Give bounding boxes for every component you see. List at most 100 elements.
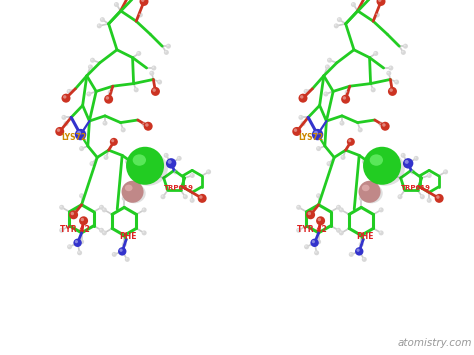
- Circle shape: [166, 44, 171, 49]
- Circle shape: [359, 196, 364, 201]
- Circle shape: [99, 228, 104, 233]
- Circle shape: [62, 94, 71, 103]
- Circle shape: [151, 87, 160, 96]
- Circle shape: [312, 240, 315, 243]
- Circle shape: [405, 160, 409, 164]
- Circle shape: [340, 208, 342, 210]
- Circle shape: [121, 127, 126, 132]
- Circle shape: [296, 228, 301, 233]
- Circle shape: [198, 194, 207, 203]
- Circle shape: [346, 91, 347, 93]
- Ellipse shape: [128, 152, 168, 186]
- Circle shape: [349, 252, 354, 257]
- Circle shape: [142, 207, 146, 212]
- Circle shape: [403, 44, 408, 49]
- Circle shape: [382, 123, 386, 127]
- Circle shape: [390, 88, 393, 92]
- Circle shape: [103, 155, 109, 160]
- Text: TYR 42: TYR 42: [297, 225, 327, 234]
- Circle shape: [334, 23, 339, 28]
- Circle shape: [103, 231, 105, 233]
- Circle shape: [300, 95, 303, 99]
- Circle shape: [348, 139, 351, 142]
- Circle shape: [137, 51, 141, 56]
- Text: TRP619: TRP619: [164, 185, 194, 191]
- Circle shape: [304, 89, 309, 94]
- Circle shape: [126, 258, 128, 260]
- Circle shape: [139, 0, 148, 6]
- Circle shape: [126, 160, 128, 162]
- Circle shape: [380, 231, 382, 233]
- Circle shape: [380, 208, 382, 210]
- Circle shape: [55, 127, 64, 136]
- Circle shape: [387, 72, 389, 73]
- Circle shape: [337, 17, 342, 22]
- Circle shape: [336, 205, 341, 210]
- Circle shape: [143, 208, 145, 210]
- Circle shape: [166, 158, 176, 169]
- Circle shape: [340, 231, 342, 233]
- Text: PHE: PHE: [356, 231, 374, 241]
- Circle shape: [63, 95, 66, 99]
- Circle shape: [73, 239, 82, 247]
- Circle shape: [420, 194, 425, 199]
- Ellipse shape: [125, 185, 133, 191]
- Circle shape: [299, 115, 303, 120]
- Circle shape: [389, 66, 391, 68]
- Circle shape: [108, 90, 113, 95]
- Circle shape: [98, 24, 100, 26]
- Circle shape: [375, 12, 380, 17]
- Circle shape: [114, 2, 119, 7]
- Circle shape: [161, 194, 165, 199]
- Circle shape: [401, 50, 406, 55]
- Circle shape: [340, 155, 346, 160]
- Circle shape: [78, 251, 80, 253]
- Circle shape: [411, 170, 413, 172]
- Circle shape: [67, 90, 69, 92]
- Circle shape: [358, 128, 360, 130]
- Text: TYR 42: TYR 42: [60, 225, 90, 234]
- Circle shape: [191, 199, 192, 201]
- Circle shape: [337, 206, 339, 208]
- Circle shape: [102, 207, 107, 212]
- Circle shape: [174, 170, 176, 172]
- Circle shape: [392, 174, 393, 176]
- Circle shape: [358, 181, 381, 203]
- Circle shape: [304, 90, 306, 92]
- Circle shape: [350, 253, 352, 255]
- Circle shape: [138, 12, 143, 17]
- Text: atomistry.com: atomistry.com: [398, 338, 472, 348]
- Circle shape: [99, 205, 104, 210]
- Circle shape: [100, 229, 102, 230]
- Circle shape: [142, 122, 144, 124]
- Circle shape: [376, 0, 385, 6]
- Circle shape: [67, 89, 72, 94]
- Circle shape: [371, 87, 376, 92]
- Circle shape: [68, 245, 70, 247]
- Circle shape: [378, 0, 382, 2]
- Circle shape: [316, 239, 321, 244]
- Circle shape: [60, 229, 62, 230]
- Circle shape: [343, 96, 346, 100]
- Circle shape: [388, 66, 393, 71]
- Circle shape: [304, 244, 309, 249]
- Circle shape: [347, 138, 355, 146]
- Circle shape: [75, 129, 86, 140]
- Circle shape: [177, 157, 180, 159]
- Circle shape: [143, 231, 145, 233]
- Circle shape: [118, 247, 127, 256]
- Circle shape: [323, 92, 328, 97]
- Circle shape: [351, 2, 356, 7]
- Circle shape: [310, 239, 319, 247]
- Circle shape: [164, 153, 169, 158]
- Circle shape: [414, 157, 417, 159]
- Circle shape: [135, 88, 137, 90]
- Circle shape: [379, 207, 383, 212]
- Circle shape: [149, 71, 155, 76]
- Circle shape: [137, 52, 139, 54]
- Circle shape: [89, 65, 91, 67]
- Circle shape: [443, 169, 448, 174]
- Circle shape: [79, 193, 84, 198]
- Circle shape: [339, 121, 345, 126]
- Circle shape: [360, 243, 362, 245]
